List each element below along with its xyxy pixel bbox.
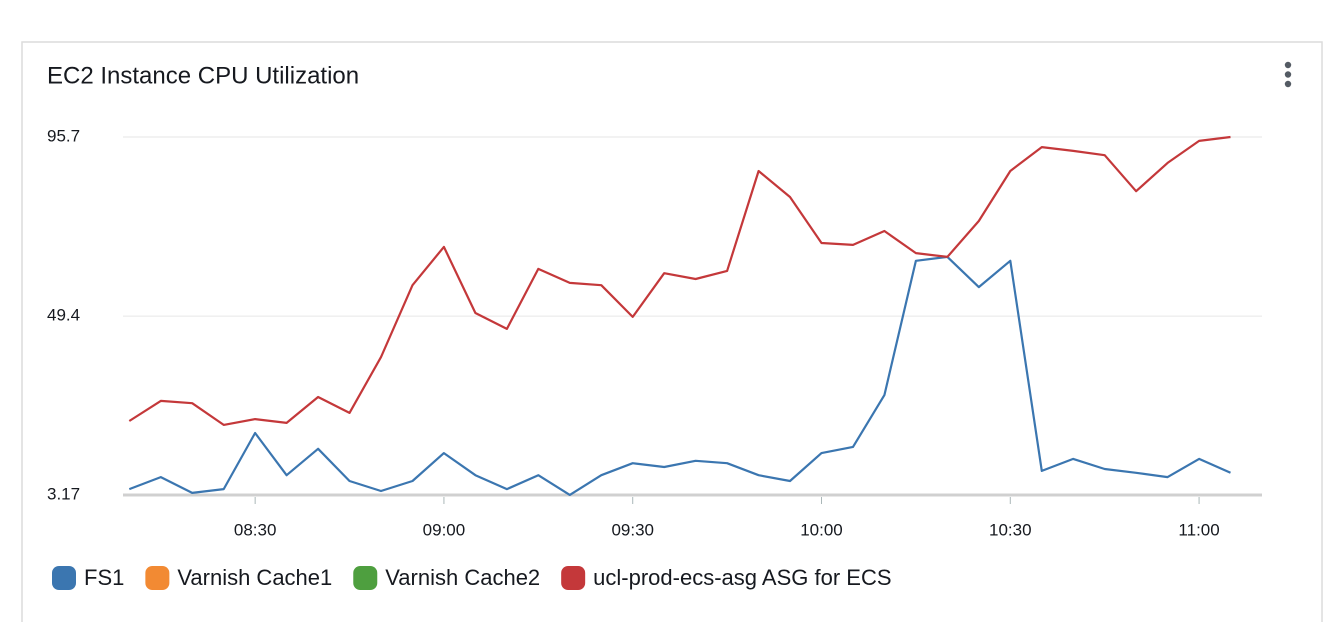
x-tick-label: 08:30 bbox=[234, 520, 277, 539]
x-tick-label: 09:00 bbox=[423, 520, 466, 539]
series-line bbox=[128, 255, 1231, 496]
x-tick-label: 10:00 bbox=[800, 520, 843, 539]
legend-label: ucl-prod-ecs-asg ASG for ECS bbox=[593, 565, 891, 590]
menu-dot[interactable] bbox=[1284, 61, 1292, 69]
legend-swatch bbox=[353, 566, 378, 590]
legend-swatch bbox=[145, 566, 170, 590]
y-tick-label: 49.4 bbox=[47, 306, 80, 325]
chart-title: EC2 Instance CPU Utilization bbox=[47, 62, 359, 89]
x-tick-label: 09:30 bbox=[611, 520, 654, 539]
widget-menu[interactable] bbox=[1284, 61, 1292, 88]
legend-label: FS1 bbox=[84, 565, 124, 590]
widget-card bbox=[21, 41, 1323, 622]
y-tick-label: 95.7 bbox=[47, 126, 80, 145]
x-tick-label: 10:30 bbox=[989, 520, 1032, 539]
menu-dot[interactable] bbox=[1284, 71, 1292, 78]
series-line bbox=[128, 135, 1231, 426]
legend-label: Varnish Cache2 bbox=[385, 565, 540, 590]
legend-label: Varnish Cache1 bbox=[177, 565, 332, 590]
legend-swatch bbox=[561, 566, 586, 590]
menu-dot[interactable] bbox=[1284, 80, 1292, 88]
legend-swatch bbox=[52, 566, 76, 590]
x-tick-label: 11:00 bbox=[1178, 520, 1219, 539]
y-tick-label: 3.17 bbox=[47, 484, 80, 503]
